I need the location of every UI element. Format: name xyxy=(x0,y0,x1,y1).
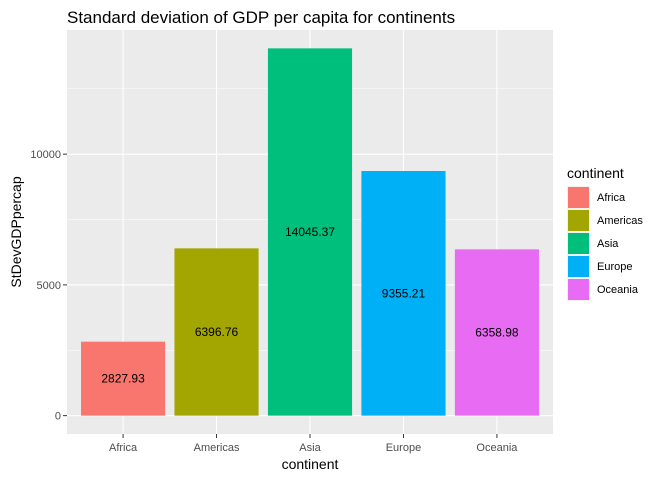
legend-swatch xyxy=(568,279,589,300)
legend-items: Africa Americas Asia Europe Oceania xyxy=(567,186,643,301)
legend-swatch xyxy=(568,233,589,254)
bar-oceania xyxy=(454,249,539,416)
bar-asia xyxy=(267,48,353,416)
legend-label: Europe xyxy=(597,261,632,273)
legend-label: Asia xyxy=(597,238,619,250)
legend-label: Oceania xyxy=(597,284,639,296)
y-axis: 0 5000 10000 xyxy=(30,149,67,423)
legend-swatch xyxy=(568,210,589,231)
x-axis-title: continent xyxy=(282,456,339,472)
y-axis-title: StDevGDPpercap xyxy=(8,176,24,287)
legend-label: Americas xyxy=(597,215,643,227)
bars xyxy=(81,48,539,416)
bar-europe xyxy=(361,171,446,416)
x-tick-label: Asia xyxy=(299,442,321,454)
bar-africa xyxy=(81,341,166,416)
x-tick-label: Europe xyxy=(386,442,421,454)
bar-value-label: 14045.37 xyxy=(285,225,335,239)
bar-value-label: 9355.21 xyxy=(382,286,426,300)
legend-label: Africa xyxy=(597,192,626,204)
y-tick-label: 5000 xyxy=(37,280,61,292)
y-tick-label: 10000 xyxy=(30,149,61,161)
x-tick-label: Oceania xyxy=(476,442,518,454)
legend-swatch xyxy=(568,187,589,208)
bar-value-label: 6396.76 xyxy=(195,325,239,339)
chart-title: Standard deviation of GDP per capita for… xyxy=(67,8,455,27)
x-axis: Africa Americas Asia Europe Oceania xyxy=(109,434,518,454)
x-tick-label: Africa xyxy=(109,442,138,454)
x-tick-label: Americas xyxy=(194,442,240,454)
bar-value-label: 2827.93 xyxy=(101,372,145,386)
legend: continent Africa Americas Asia Europe Oceani… xyxy=(567,165,643,301)
legend-swatch xyxy=(568,256,589,277)
bar-data-labels: 2827.93 6396.76 14045.37 9355.21 6358.98 xyxy=(101,225,519,386)
y-tick-label: 0 xyxy=(55,411,61,423)
bar-value-label: 6358.98 xyxy=(475,325,519,339)
bar-americas xyxy=(174,248,259,416)
legend-title: continent xyxy=(567,165,624,181)
